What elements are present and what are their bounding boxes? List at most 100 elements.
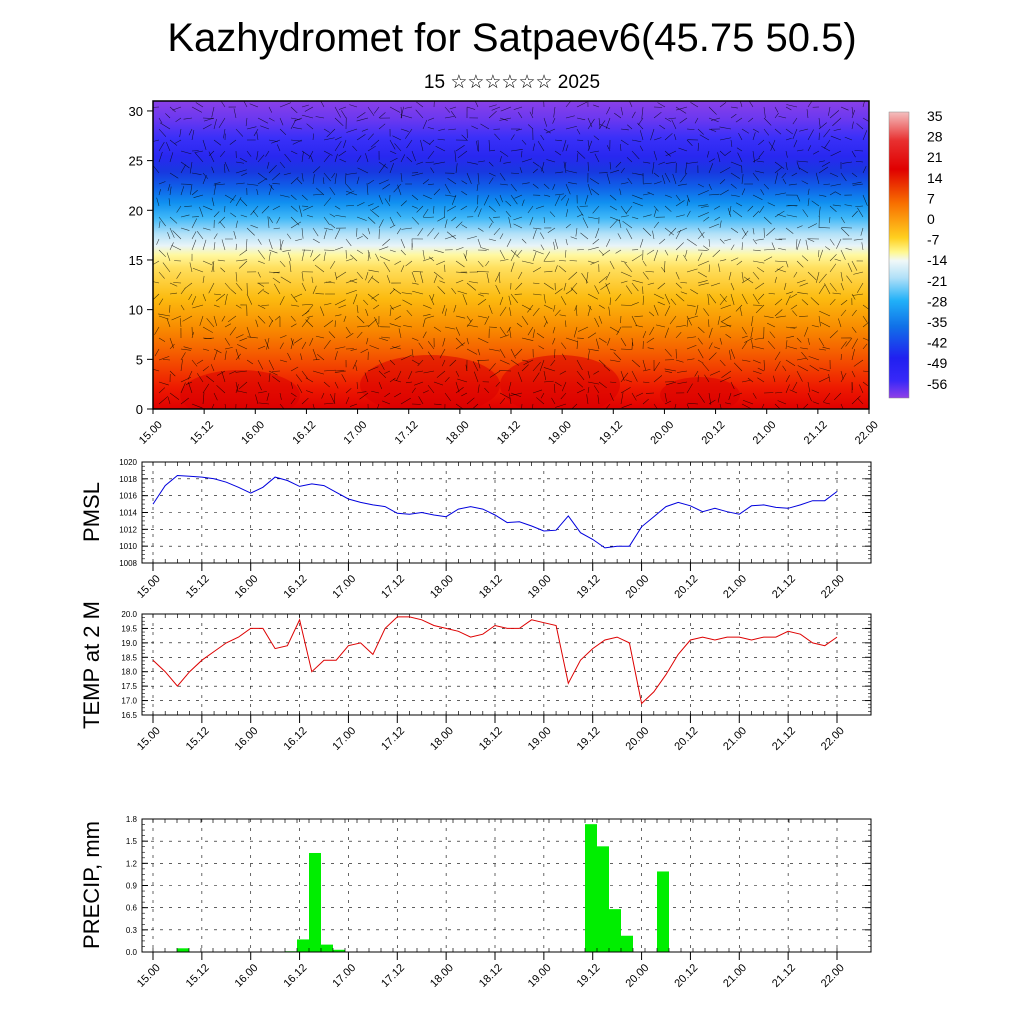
wind-vector (664, 227, 674, 236)
wind-vector (510, 392, 523, 396)
wind-vector (334, 392, 336, 403)
wind-vector (589, 150, 600, 153)
wind-vector (305, 377, 314, 383)
y-tick-label: 1010 (119, 542, 137, 551)
wind-vector (774, 161, 785, 169)
wind-vector (829, 172, 839, 177)
wind-vector (213, 119, 217, 130)
wind-vector (613, 352, 622, 361)
wind-vector (202, 293, 207, 302)
wind-vector (668, 227, 677, 236)
wind-vector (338, 106, 347, 110)
wind-vector (829, 330, 838, 339)
x-tick-label: 16.12 (281, 962, 309, 990)
wind-vector (641, 106, 644, 119)
wind-vector (532, 251, 537, 262)
wind-vector (171, 315, 182, 321)
x-tick-label: 15.00 (135, 962, 163, 990)
wind-vector (523, 359, 534, 366)
wind-vector (389, 307, 392, 317)
wind-vector (202, 205, 213, 211)
wind-vector (554, 195, 561, 207)
wind-vector (708, 183, 712, 190)
wind-vector (286, 233, 292, 240)
x-tick-label: 18.12 (477, 573, 505, 601)
wind-vector (477, 359, 490, 361)
wind-vector (552, 337, 556, 345)
wind-vector (400, 265, 405, 273)
wind-vector (235, 169, 247, 174)
wind-vector (509, 327, 512, 339)
wind-vector (811, 389, 820, 394)
wind-vector (605, 117, 611, 129)
wind-vector (774, 298, 783, 306)
wind-vector (509, 307, 512, 317)
wind-vector (371, 293, 380, 300)
wind-vector (550, 359, 556, 366)
wind-vector (293, 293, 303, 298)
wind-vector (739, 307, 743, 317)
wind-vector (719, 150, 726, 156)
wind-vector (554, 381, 562, 387)
y-tick-label: 1.5 (126, 837, 138, 846)
wind-vector (393, 183, 402, 193)
wind-vector (413, 271, 424, 273)
wind-vector (192, 267, 204, 273)
wind-vector (752, 157, 761, 163)
wind-vector (224, 337, 230, 346)
wind-vector (257, 249, 266, 260)
temp-panel: 20.019.519.018.518.017.517.016.515.00 15.… (79, 601, 872, 753)
warm-core (660, 377, 740, 409)
wind-vector (246, 183, 259, 186)
wind-vector (844, 204, 853, 207)
wind-vector (245, 403, 248, 409)
wind-vector (239, 157, 248, 163)
wind-vector (785, 335, 795, 339)
x-tick-label: 20.12 (672, 725, 700, 753)
wind-vector (158, 221, 161, 229)
wind-vector (624, 262, 633, 273)
wind-vector (796, 279, 806, 284)
wind-vector (352, 145, 358, 152)
wind-vector (441, 359, 446, 367)
wind-vector (306, 215, 314, 218)
wind-vector (742, 399, 754, 405)
colorbar-label: 0 (927, 211, 935, 227)
wind-vector (618, 219, 622, 229)
wind-vector (239, 198, 248, 207)
wind-vector (488, 104, 497, 108)
wind-vector (455, 163, 458, 174)
wind-vector (664, 260, 666, 273)
wind-vector (260, 125, 270, 130)
wind-vector (777, 400, 787, 405)
wind-vector (477, 348, 481, 356)
wind-vector (736, 147, 743, 152)
wind-vector (619, 144, 622, 152)
wind-vector (510, 172, 520, 174)
wind-vector (455, 403, 464, 409)
wind-vector (555, 403, 567, 408)
wind-vector (246, 359, 254, 365)
wind-vector (314, 264, 325, 273)
wind-vector (620, 304, 633, 306)
wind-vector (477, 194, 479, 205)
wind-vector (257, 260, 265, 264)
x-tick-label: 19.00 (526, 962, 554, 990)
wind-vector (345, 333, 354, 339)
wind-vector (576, 381, 584, 388)
wind-vector (639, 145, 644, 152)
wind-vector (609, 326, 620, 333)
wind-vector (455, 381, 460, 393)
wind-vector (675, 214, 685, 218)
wind-vector (642, 214, 652, 218)
wind-vector (587, 370, 591, 379)
wind-vector (389, 157, 398, 163)
wind-vector (427, 384, 435, 394)
wind-vector (818, 376, 830, 383)
wind-vector (356, 216, 367, 221)
wind-vector (818, 206, 821, 218)
cs-x-tick-label: 16.00 (239, 419, 267, 447)
wind-vector (461, 392, 468, 397)
wind-vector (422, 304, 432, 309)
wind-vector (592, 205, 600, 214)
